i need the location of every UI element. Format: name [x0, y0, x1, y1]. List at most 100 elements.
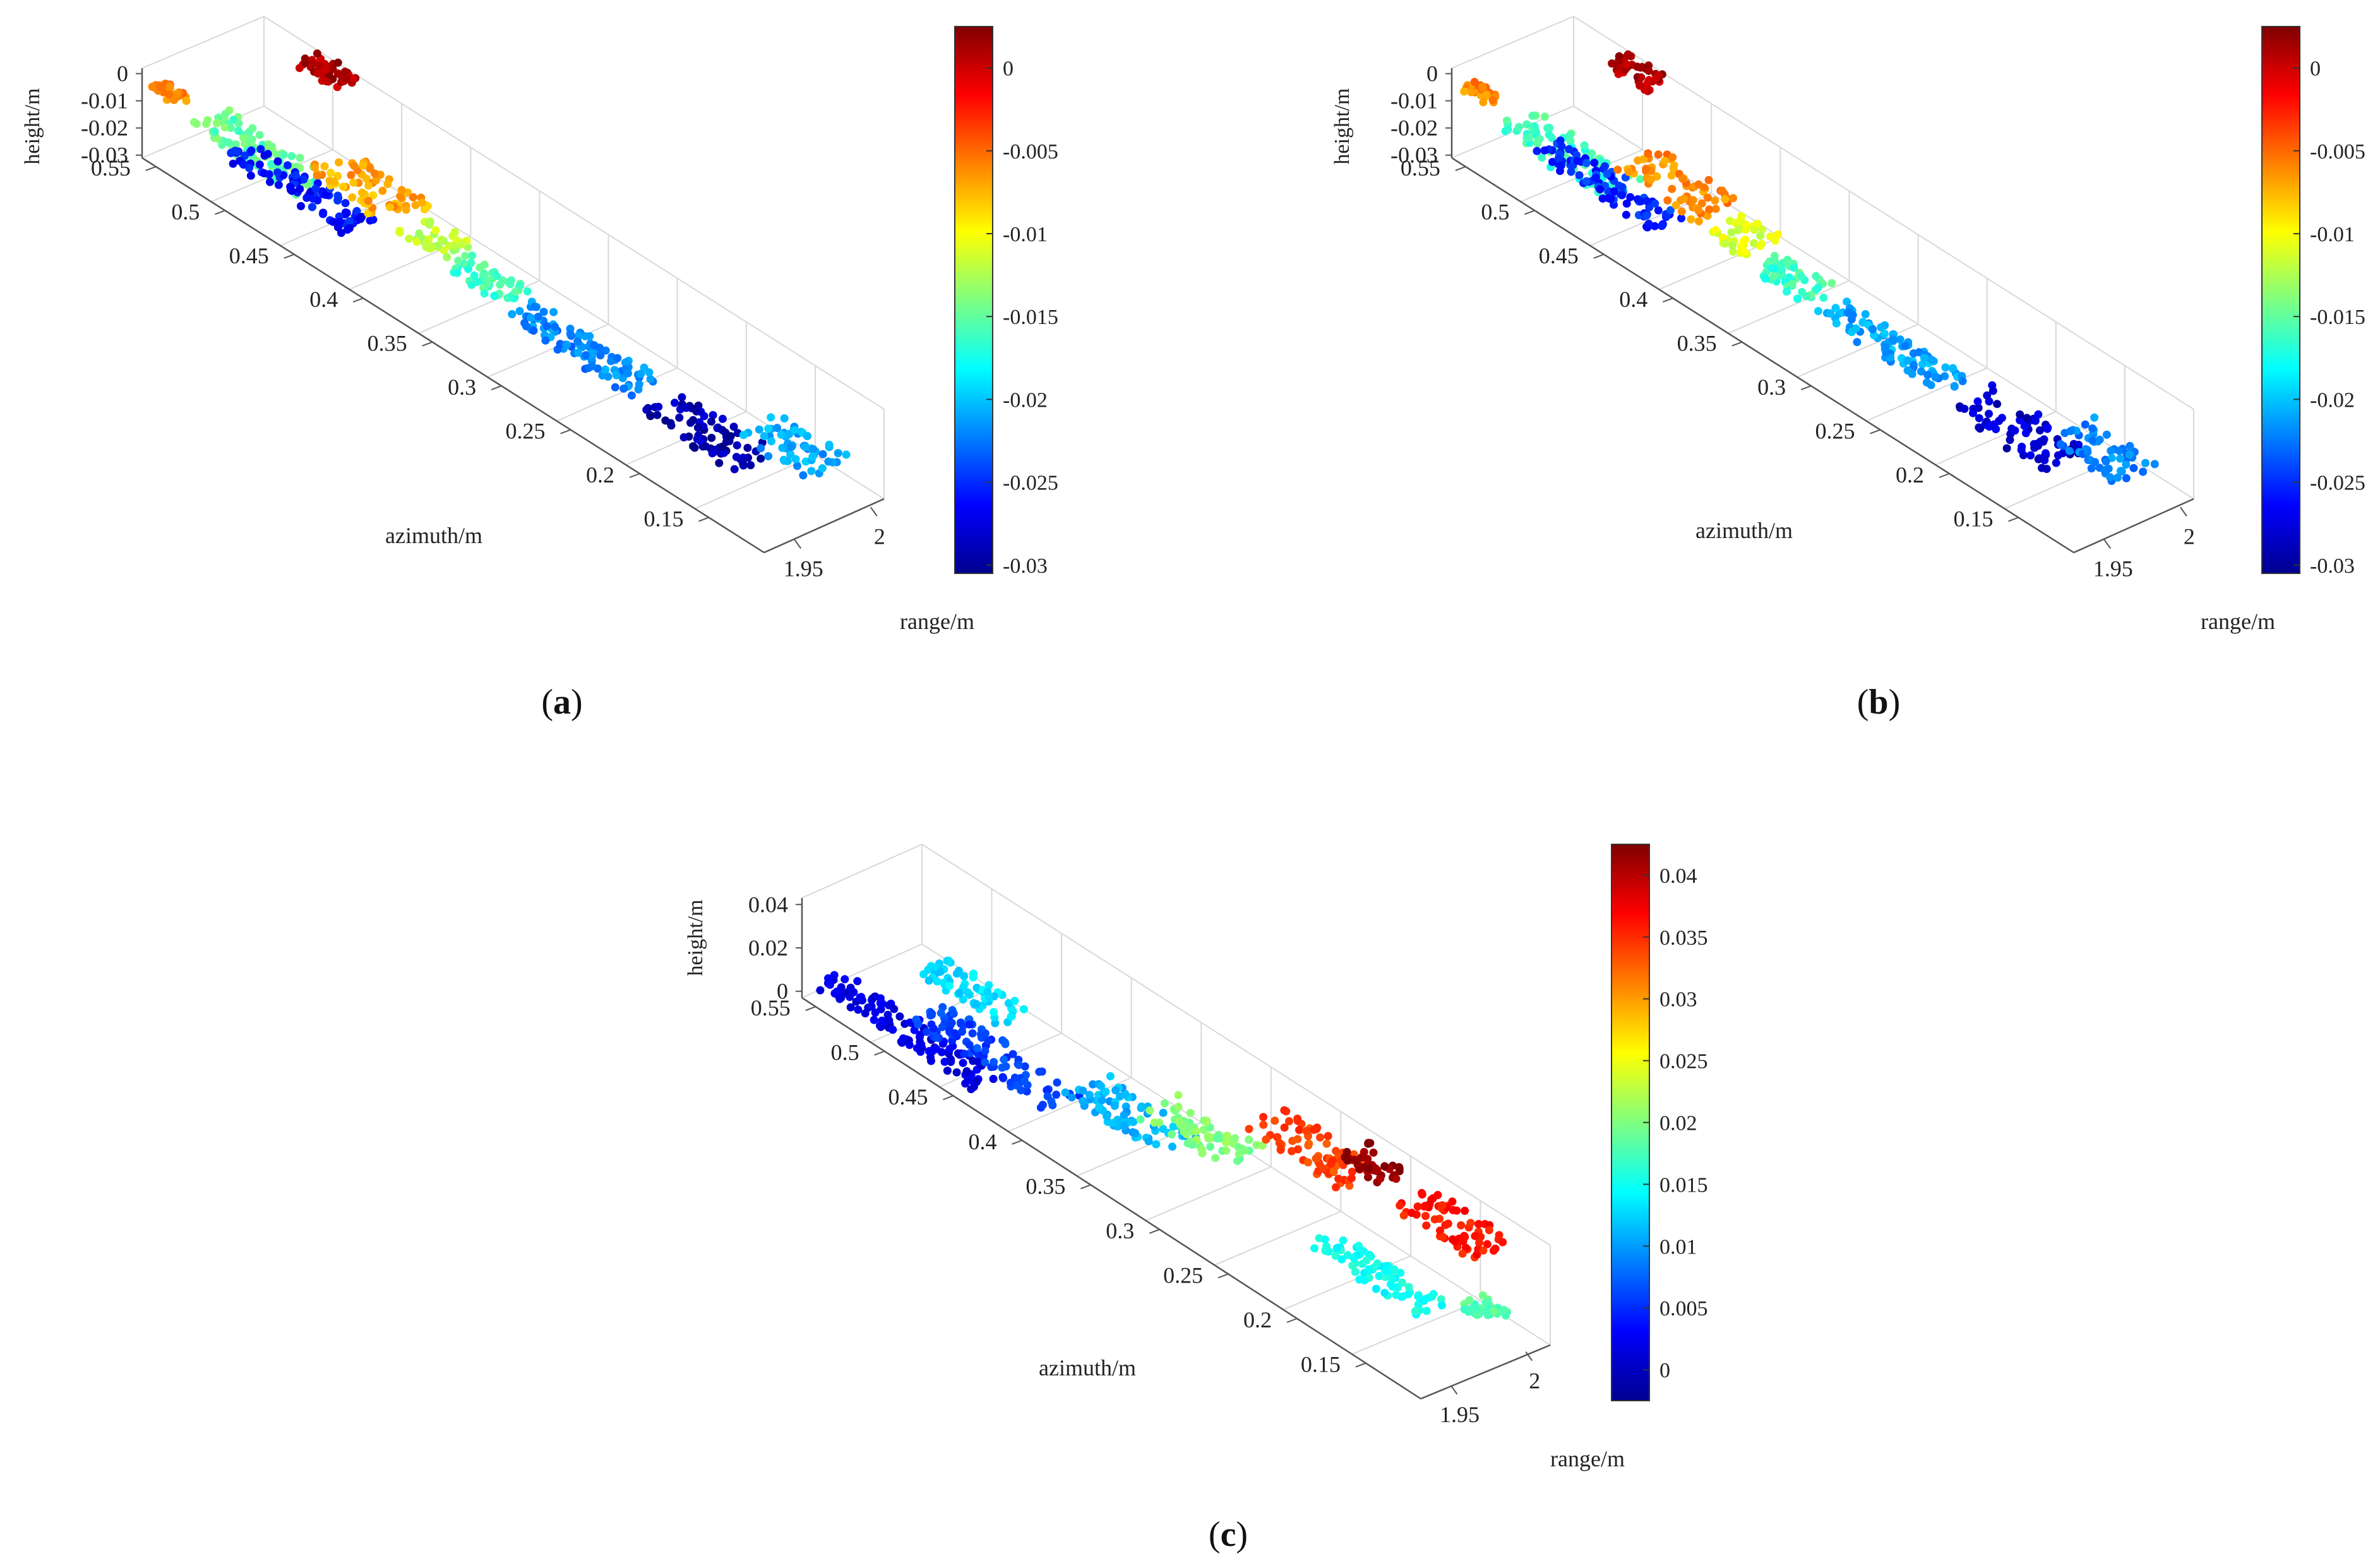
scatter-point — [1235, 1149, 1243, 1158]
scatter-point — [1437, 1295, 1445, 1303]
range-tick-label: 1.95 — [784, 556, 823, 582]
scatter-point — [1737, 212, 1746, 220]
scatter-point — [359, 161, 368, 170]
scatter-point — [791, 426, 799, 434]
scatter-point — [959, 983, 968, 991]
scatter-point — [342, 208, 351, 217]
scatter-point — [1618, 183, 1627, 191]
scatter-point — [809, 445, 818, 453]
scatter-point — [291, 171, 300, 180]
azimuth-tick — [560, 429, 571, 434]
scatter-point — [1014, 1060, 1023, 1069]
height-tick-label: 0 — [1426, 61, 1438, 87]
azimuth-tick — [1080, 1184, 1091, 1190]
scatter-point — [2081, 420, 2090, 429]
scatter-point — [1332, 1243, 1341, 1252]
scatter-point — [1101, 1087, 1110, 1096]
colorbar-tick-label: -0.03 — [2310, 554, 2355, 578]
scatter-point — [341, 199, 350, 208]
scatter-point — [1089, 1080, 1097, 1089]
scatter-point — [968, 1029, 977, 1038]
scatter-point — [1622, 199, 1631, 208]
scatter-point — [1259, 1113, 1268, 1122]
scatter-point — [1259, 1120, 1268, 1129]
scatter-point — [984, 1036, 993, 1045]
scatter-point — [1500, 1305, 1508, 1314]
colorbar-gradient — [954, 26, 993, 574]
panel-label: (c) — [1209, 1515, 1248, 1554]
scatter-point — [981, 1058, 990, 1067]
scatter-point — [653, 410, 662, 419]
scatter-point — [1680, 195, 1689, 203]
scatter-point — [1814, 307, 1822, 316]
scatter-point — [1646, 175, 1655, 184]
colorbar-tick-label: 0 — [1003, 57, 1014, 81]
scatter-point — [1533, 147, 1541, 155]
scatter-point — [541, 336, 550, 345]
scatter-point — [824, 457, 833, 466]
scatter-point — [2016, 416, 2024, 424]
scatter-point — [1831, 304, 1840, 313]
azimuth-tick — [214, 210, 225, 215]
scatter-point — [321, 65, 330, 74]
scatter-point — [313, 49, 321, 58]
scatter-point — [2116, 454, 2124, 463]
scatter-point — [1471, 1303, 1480, 1312]
panel-letter: c — [1221, 1515, 1236, 1554]
azimuth-tick-label: 0.4 — [1619, 287, 1647, 312]
scatter-point — [1079, 1086, 1087, 1095]
grid-line — [1728, 280, 1850, 334]
scatter-point — [1668, 153, 1677, 162]
scatter-point — [1614, 69, 1623, 78]
scatter-point — [415, 229, 424, 238]
scatter-point — [1853, 338, 1862, 347]
range-tick-label: 1.95 — [2093, 556, 2133, 582]
scatter-point — [1479, 98, 1488, 107]
scatter-point — [1483, 1311, 1492, 1319]
scatter-point — [2125, 450, 2134, 459]
azimuth-tick — [422, 341, 433, 347]
scatter-point — [170, 95, 179, 104]
scatter-point — [1079, 1097, 1087, 1105]
scatter-point — [397, 186, 406, 195]
scatter-point — [322, 77, 331, 86]
colorbar: 0 -0.005 -0.01 -0.015 -0.02 -0.025 -0.03 — [954, 26, 1058, 578]
scatter-point — [1678, 174, 1687, 183]
scatter-point — [780, 414, 789, 422]
scatter-point — [1608, 59, 1617, 68]
scatter-point — [1202, 1116, 1211, 1125]
scatter-point — [1535, 135, 1543, 144]
scatter-point — [760, 432, 768, 441]
scatter-point — [1351, 1267, 1360, 1276]
azimuth-tick-label: 0.35 — [368, 331, 407, 356]
scatter-point — [1958, 377, 1967, 385]
scatter-point — [840, 975, 849, 984]
scatter-point — [945, 1044, 954, 1053]
scatter-point — [944, 956, 953, 965]
scatter-point — [1548, 158, 1557, 166]
scatter-point — [1293, 1135, 1302, 1144]
scatter-point — [2011, 426, 2019, 435]
scatter-point — [807, 467, 816, 476]
scatter-point — [899, 1034, 907, 1043]
scatter-point — [515, 307, 524, 316]
scatter-point — [739, 431, 748, 440]
colorbar-tick-label: 0.01 — [1659, 1235, 1697, 1259]
scatter-point — [1554, 153, 1563, 162]
azimuth-tick-label: 0.5 — [1481, 199, 1509, 224]
scatter-point — [1667, 171, 1676, 180]
scatter-point — [1624, 167, 1633, 176]
scatter-point — [1573, 157, 1582, 165]
scatter-point — [349, 178, 358, 187]
scatter-point — [210, 127, 219, 136]
scatter-point — [1231, 1134, 1239, 1143]
scatter-point — [729, 422, 738, 431]
scatter-point — [313, 171, 321, 180]
scatter-point — [671, 398, 679, 407]
scatter-point — [347, 171, 356, 179]
scatter-point — [1731, 218, 1740, 227]
scatter-point — [1392, 1175, 1401, 1183]
scatter-point — [1557, 161, 1565, 170]
scatter-point — [255, 131, 264, 140]
scatter-point — [1465, 1296, 1474, 1305]
